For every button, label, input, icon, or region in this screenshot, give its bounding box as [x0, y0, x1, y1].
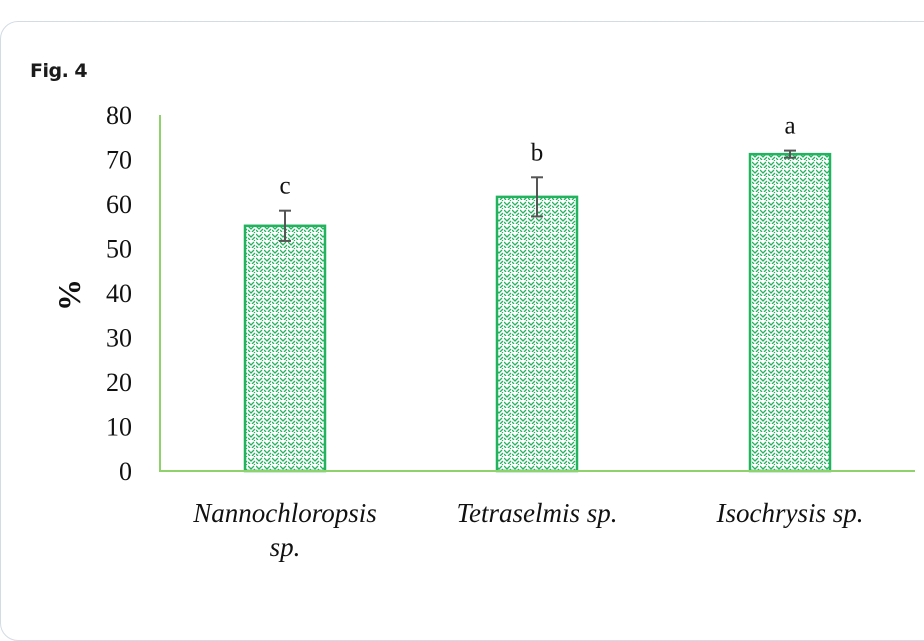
x-tick-label: Tetraselmis sp.: [456, 498, 617, 528]
y-axis-label: %: [51, 279, 87, 311]
y-tick-label: 30: [106, 324, 132, 353]
bar: [243, 224, 327, 473]
error-bar: [531, 176, 543, 218]
y-tick-label: 80: [106, 101, 132, 130]
x-tick-label-line: Nannochloropsis: [192, 498, 377, 528]
significance-label: a: [784, 113, 795, 140]
figure-label: Fig. 4: [30, 60, 88, 82]
x-tick-label-line: Isochrysis sp.: [716, 498, 864, 528]
x-tick-label: Isochrysis sp.: [716, 498, 864, 528]
bar: [748, 152, 832, 473]
x-tick-label-line: sp.: [270, 532, 301, 562]
x-tick-label: Nannochloropsis sp.: [192, 498, 377, 562]
y-tick-label: 60: [106, 190, 132, 219]
bar-chart: % 0 10 20 30 40 50 60 70 80 c b a Nannochloropsis s…: [51, 101, 915, 562]
y-tick-label: 0: [119, 457, 132, 486]
error-bar: [784, 149, 796, 159]
error-bar: [279, 209, 291, 242]
y-tick-label: 50: [106, 235, 132, 264]
x-tick-label-line: Tetraselmis sp.: [456, 498, 617, 528]
significance-label: b: [531, 139, 544, 166]
y-tick-label: 20: [106, 368, 132, 397]
bar: [495, 195, 579, 473]
y-tick-label: 70: [106, 146, 132, 175]
y-tick-label: 40: [106, 279, 132, 308]
significance-label: c: [279, 173, 290, 200]
y-tick-label: 10: [106, 413, 132, 442]
